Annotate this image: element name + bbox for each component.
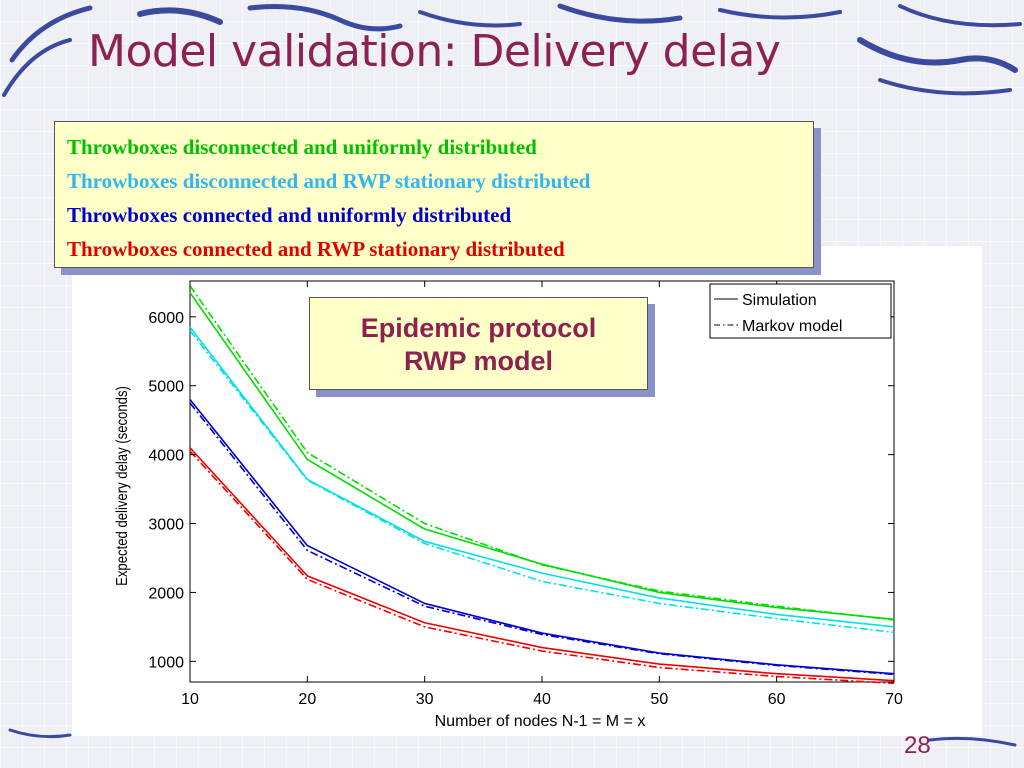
series-line-4-simulation xyxy=(189,399,895,675)
x-tick-label: 40 xyxy=(533,691,551,708)
annotation-line-1: Epidemic protocol xyxy=(360,313,597,343)
legend-markov-label: Markov model xyxy=(742,318,842,335)
annotation-line-2: RWP model xyxy=(403,346,554,376)
series-line-7-markov xyxy=(189,450,895,685)
chart-legend: Simulation Markov model xyxy=(709,283,892,339)
x-tick-label: 30 xyxy=(416,691,434,708)
y-tick-label: 6000 xyxy=(148,310,184,327)
x-tick-label: 20 xyxy=(298,691,316,708)
x-tick-label: 70 xyxy=(885,691,903,708)
x-tick-label: 10 xyxy=(181,691,199,708)
series-line-1-markov xyxy=(189,285,895,621)
series-description-green: Throwboxes disconnected and uniformly di… xyxy=(67,135,537,159)
y-tick-label: 1000 xyxy=(148,654,184,671)
y-tick-label: 3000 xyxy=(148,517,184,534)
protocol-annotation: Epidemic protocol RWP model xyxy=(309,297,648,390)
x-axis-label: Number of nodes N-1 = M = x xyxy=(435,713,646,730)
series-line-3-markov xyxy=(189,330,895,634)
series-line-2-simulation xyxy=(189,326,895,628)
x-tick-label: 50 xyxy=(650,691,668,708)
series-description-cyan: Throwboxes disconnected and RWP stationa… xyxy=(67,169,591,193)
series-line-5-markov xyxy=(189,402,895,676)
plot-ticks: 10 20 30 40 50 60 70 1000 2000 3000 4000 5000 6000 xyxy=(148,281,903,708)
y-tick-label: 2000 xyxy=(148,585,184,602)
legend-simulation-label: Simulation xyxy=(742,292,817,309)
y-tick-label: 5000 xyxy=(148,379,184,396)
x-tick-label: 60 xyxy=(768,691,786,708)
series-line-6-simulation xyxy=(189,447,895,682)
slide-title: Model validation: Delivery delay xyxy=(88,26,781,77)
page-number: 28 xyxy=(904,732,931,759)
y-axis-label: Expected delivery delay (seconds) xyxy=(114,386,131,586)
series-description-red: Throwboxes connected and RWP stationary … xyxy=(67,237,565,261)
series-description-box: Throwboxes disconnected and uniformly di… xyxy=(54,121,814,268)
chart-legend-frame xyxy=(709,283,892,339)
series-description-blue: Throwboxes connected and uniformly distr… xyxy=(67,203,512,227)
y-tick-label: 4000 xyxy=(148,448,184,465)
delay-chart: 10 20 30 40 50 60 70 1000 2000 3000 4000 5000 6000 N… xyxy=(114,280,903,730)
